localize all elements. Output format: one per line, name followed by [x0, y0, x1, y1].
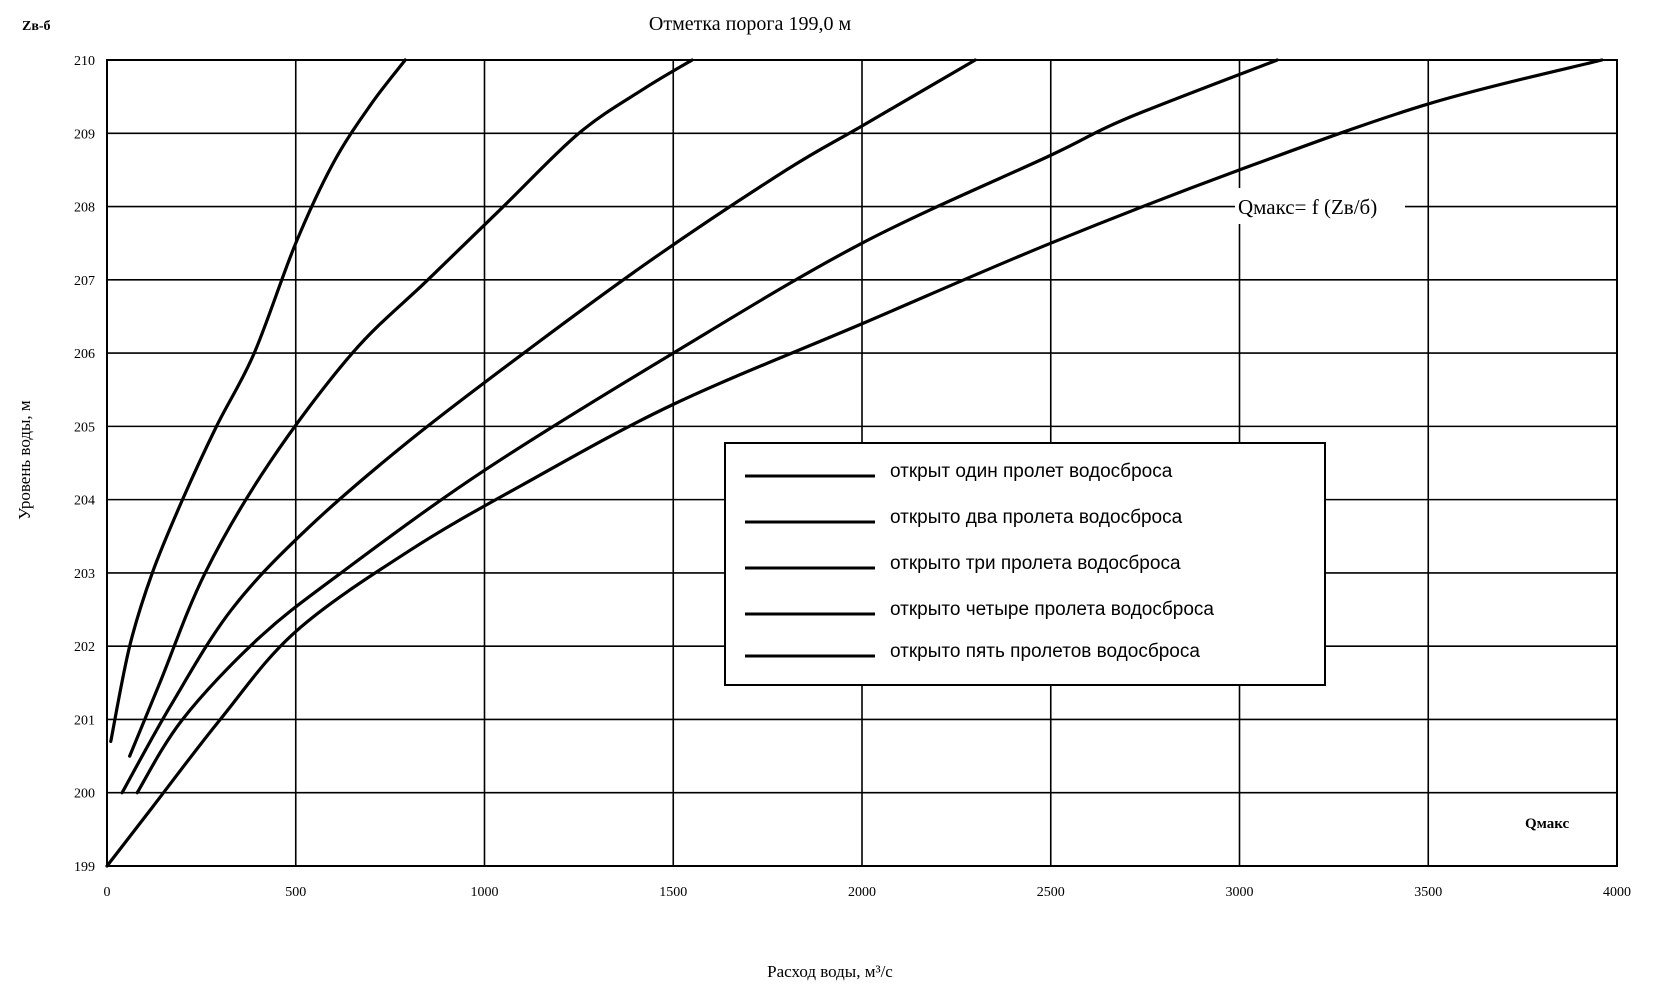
x-tick-label: 3500 [1414, 885, 1442, 900]
y-tick-label: 206 [74, 347, 95, 362]
series-line-5 [105, 58, 1604, 868]
legend-entry: открыт один пролет водосброса [890, 461, 1173, 482]
legend-entry: открыто три пролета водосброса [890, 553, 1181, 574]
plot-frame [106, 59, 1618, 867]
function-label: Qмакс= f (Zв/б) [1238, 195, 1377, 219]
y-tick-label: 201 [74, 713, 95, 728]
x-tick-labels: 0 500 1000 1500 2000 2500 3000 3500 4000 [104, 885, 1632, 900]
legend: открыт один пролет водосброса открыто два… [724, 442, 1326, 686]
y-tick-label: 208 [74, 201, 95, 216]
x-tick-label: 1000 [471, 885, 499, 900]
x-tick-label: 500 [285, 885, 306, 900]
y-axis-label: Уровень воды, м [15, 400, 34, 520]
function-label-bg [1235, 188, 1405, 224]
x-tick-label: 1500 [659, 885, 687, 900]
legend-entry: открыто четыре пролета водосброса [890, 599, 1214, 620]
y-tick-label: 204 [74, 494, 95, 509]
y-tick-labels: 199 200 201 202 203 204 205 206 207 208 209 210 [74, 54, 95, 875]
x-axis-label: Расход воды, м³/с [767, 962, 893, 981]
y-tick-label: 200 [74, 787, 95, 802]
series-curves [105, 58, 1604, 868]
x-tick-label: 2000 [848, 885, 876, 900]
series-line-4 [135, 58, 1279, 795]
series-line-3 [120, 58, 977, 795]
x-axis-tag: Qмакс [1525, 816, 1570, 832]
y-tick-label: 199 [74, 860, 95, 875]
x-tick-label: 3000 [1226, 885, 1254, 900]
x-tick-label: 2500 [1037, 885, 1065, 900]
legend-entry: открыто два пролета водосброса [890, 507, 1183, 528]
y-tick-label: 202 [74, 640, 95, 655]
y-tick-label: 210 [74, 54, 95, 69]
y-tick-label: 209 [74, 127, 95, 142]
x-tick-label: 0 [104, 885, 111, 900]
legend-box [724, 442, 1326, 686]
y-tick-label: 205 [74, 420, 95, 435]
y-axis-tag: Zв-б [22, 19, 51, 34]
legend-entry: открыто пять пролетов водосброса [890, 641, 1200, 662]
series-line-1 [109, 58, 407, 744]
chart-title: Отметка порога 199,0 м [649, 13, 852, 35]
y-tick-label: 207 [74, 274, 95, 289]
x-tick-label: 4000 [1603, 885, 1631, 900]
y-tick-label: 203 [74, 567, 95, 582]
series-line-2 [128, 58, 694, 758]
